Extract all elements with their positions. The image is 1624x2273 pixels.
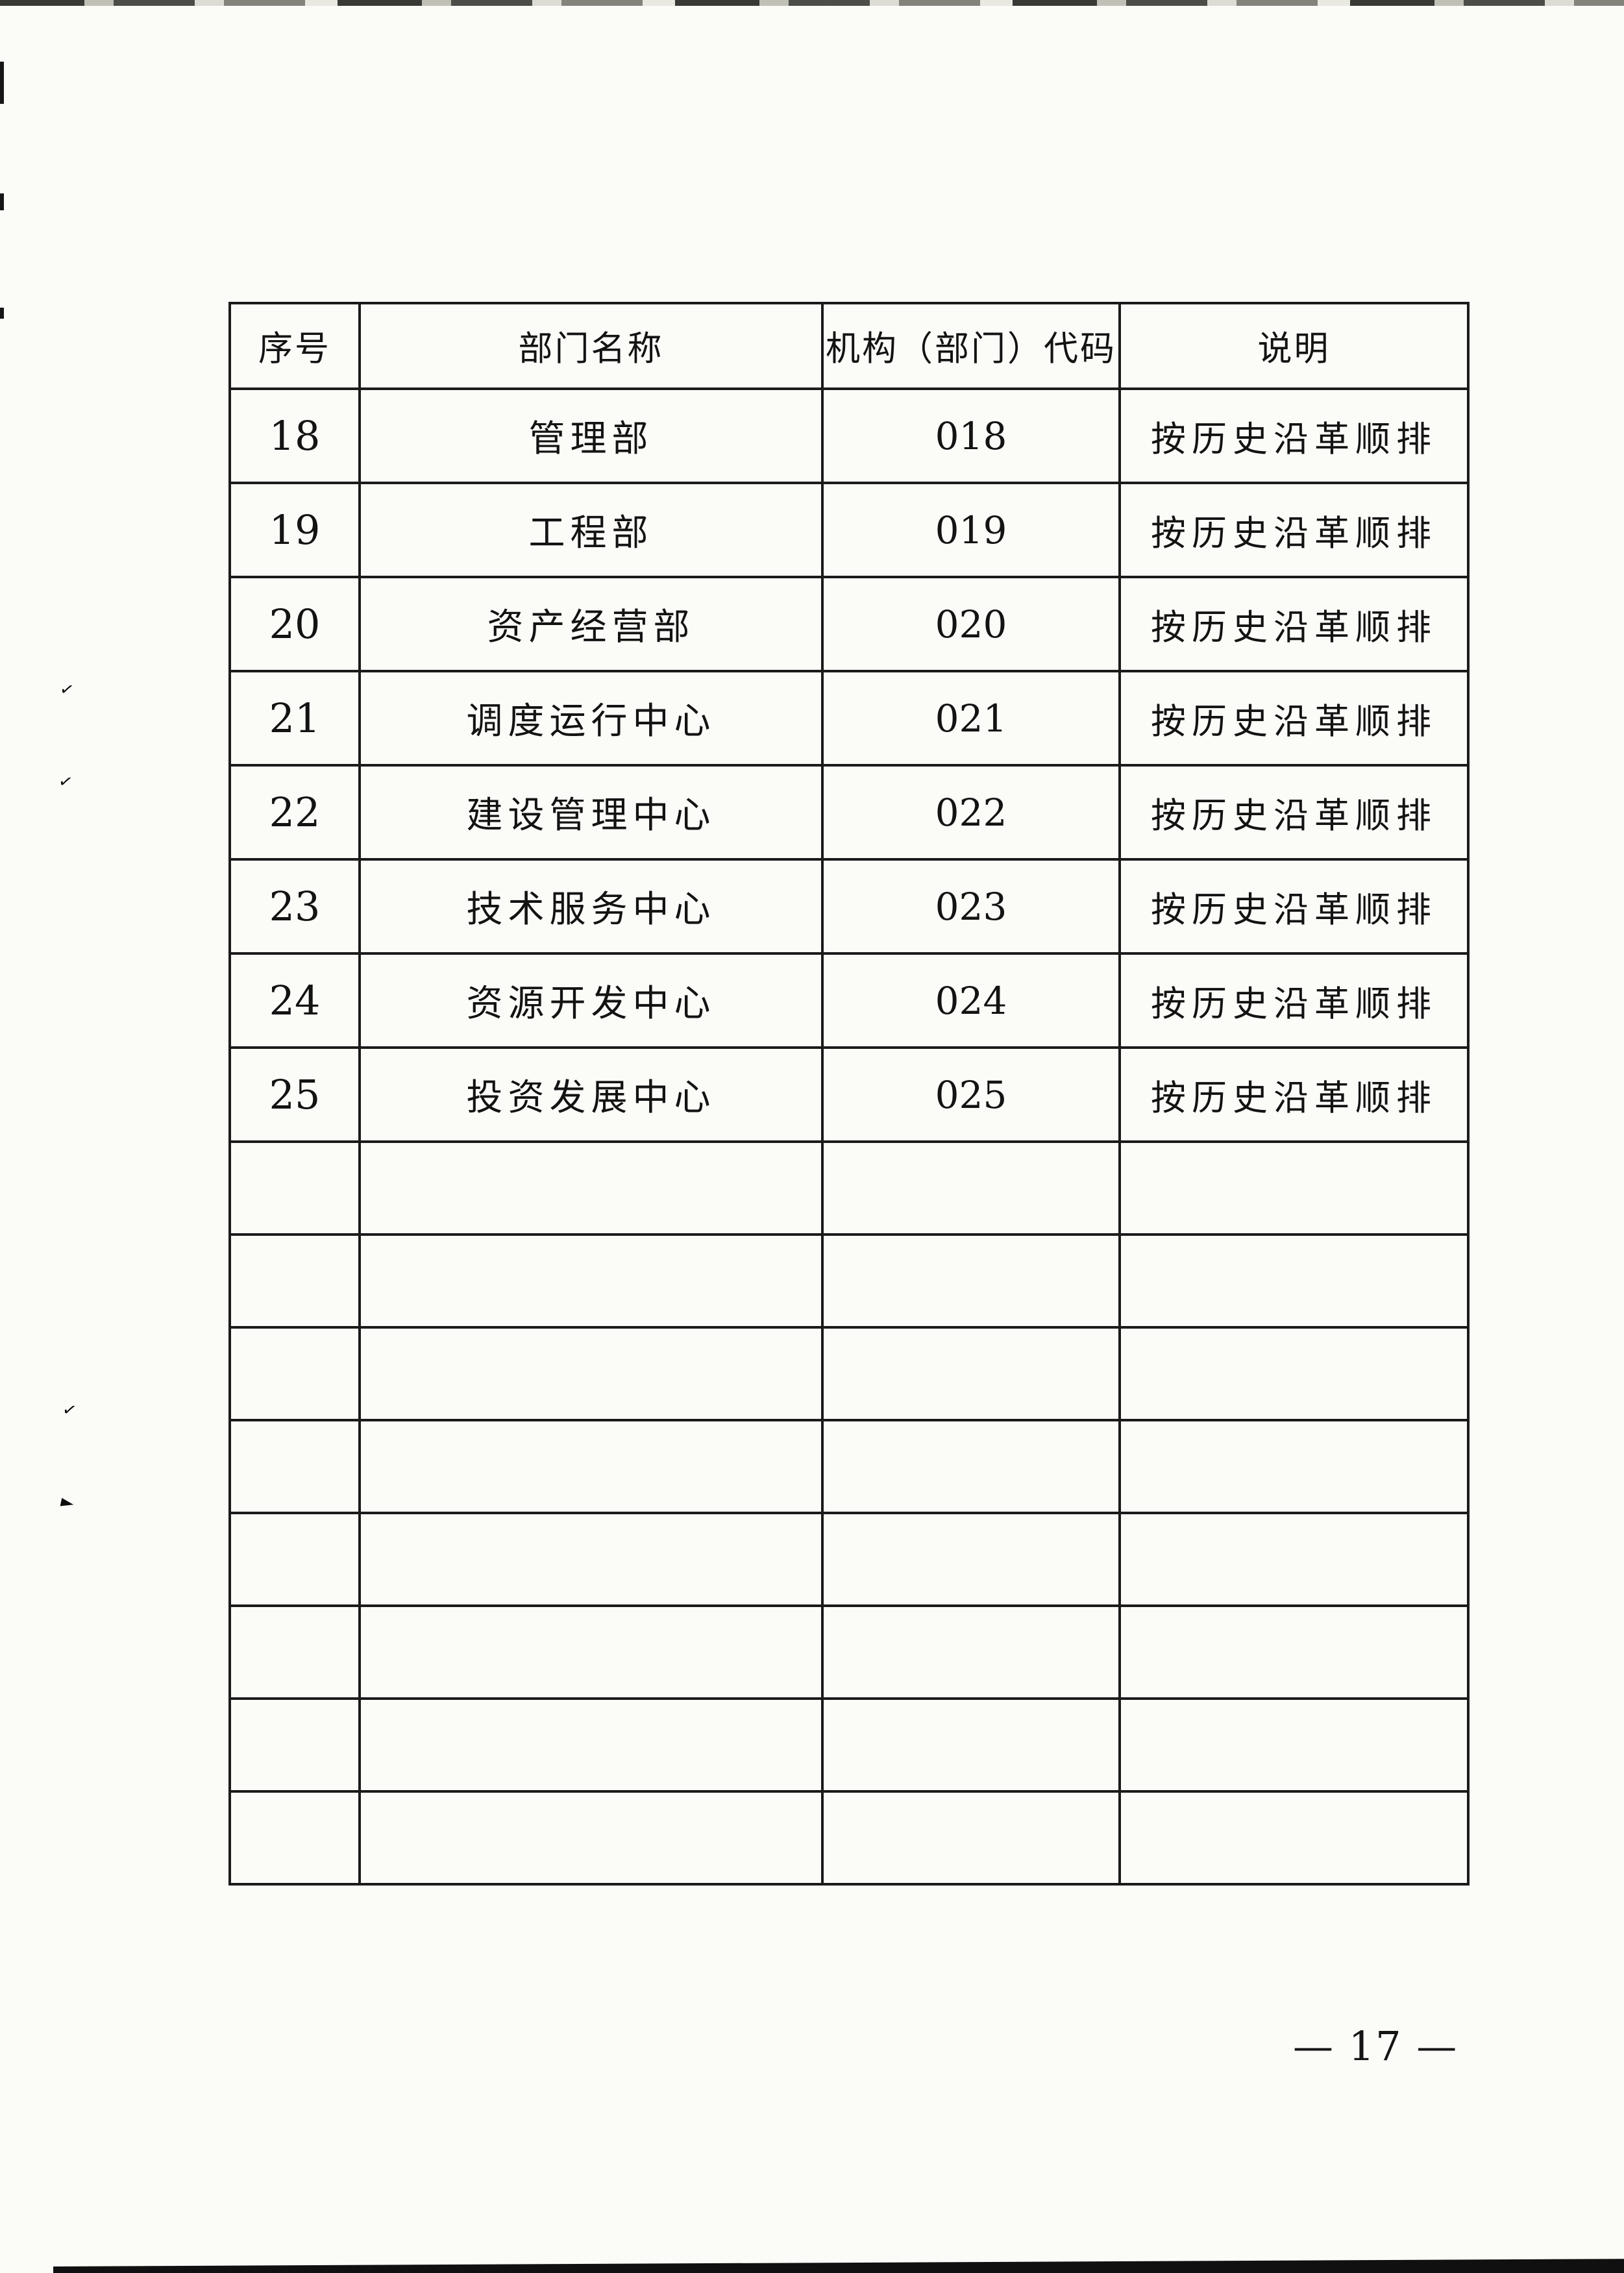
cell-note [1118, 1233, 1470, 1329]
table-header-row: 序号 部门名称 机构（部门）代码 说明 [228, 302, 1470, 390]
department-code-table: 序号 部门名称 机构（部门）代码 说明 18 管理部 018 按历史沿革顺排 1… [228, 302, 1470, 1886]
cell-name: 工程部 [358, 482, 824, 578]
pen-mark-icon: ✓ [60, 1399, 79, 1421]
cell-no: 25 [228, 1046, 361, 1143]
table-row-empty [228, 1326, 1470, 1421]
cell-note [1118, 1512, 1470, 1607]
cell-code [821, 1140, 1121, 1236]
cell-code: 021 [821, 670, 1121, 767]
cell-no: 22 [228, 764, 361, 861]
column-header-no: 序号 [228, 302, 361, 390]
cell-note: 按历史沿革顺排 [1118, 764, 1470, 861]
cell-code: 025 [821, 1046, 1121, 1143]
table-row-empty [228, 1697, 1470, 1793]
cell-code: 019 [821, 482, 1121, 578]
cell-code [821, 1790, 1121, 1886]
cell-note: 按历史沿革顺排 [1118, 670, 1470, 767]
cell-code: 018 [821, 387, 1121, 484]
cell-name [358, 1790, 824, 1886]
cell-code [821, 1419, 1121, 1514]
scan-bottom-edge-artifact [53, 2259, 1624, 2273]
scan-left-edge-artifact [0, 193, 4, 210]
cell-code [821, 1697, 1121, 1793]
cell-code: 024 [821, 952, 1121, 1049]
cell-note [1118, 1140, 1470, 1236]
cell-no [228, 1697, 361, 1793]
cell-code: 020 [821, 576, 1121, 672]
table-row-empty [228, 1233, 1470, 1329]
cell-name: 投资发展中心 [358, 1046, 824, 1143]
cell-code: 022 [821, 764, 1121, 861]
cell-name [358, 1140, 824, 1236]
table-row-empty [228, 1790, 1470, 1886]
cell-code: 023 [821, 858, 1121, 955]
cell-name: 建设管理中心 [358, 764, 824, 861]
cell-no [228, 1512, 361, 1607]
cell-name: 调度运行中心 [358, 670, 824, 767]
table-row: 19 工程部 019 按历史沿革顺排 [228, 482, 1470, 578]
table-row: 23 技术服务中心 023 按历史沿革顺排 [228, 858, 1470, 955]
pen-mark-icon: ► [59, 1492, 76, 1514]
table-row-empty [228, 1140, 1470, 1236]
table-row: 20 资产经营部 020 按历史沿革顺排 [228, 576, 1470, 672]
cell-no: 19 [228, 482, 361, 578]
cell-code [821, 1512, 1121, 1607]
scan-left-edge-artifact [0, 308, 4, 319]
cell-no [228, 1326, 361, 1421]
table-row: 25 投资发展中心 025 按历史沿革顺排 [228, 1046, 1470, 1143]
cell-code [821, 1326, 1121, 1421]
table-row-empty [228, 1419, 1470, 1514]
scan-left-edge-artifact [0, 62, 4, 104]
cell-no: 21 [228, 670, 361, 767]
cell-no [228, 1140, 361, 1236]
cell-name [358, 1512, 824, 1607]
column-header-code: 机构（部门）代码 [821, 302, 1121, 390]
cell-no: 24 [228, 952, 361, 1049]
table-row: 24 资源开发中心 024 按历史沿革顺排 [228, 952, 1470, 1049]
cell-no [228, 1604, 361, 1700]
cell-name [358, 1326, 824, 1421]
cell-name: 资源开发中心 [358, 952, 824, 1049]
cell-name: 管理部 [358, 387, 824, 484]
cell-name [358, 1233, 824, 1329]
cell-name [358, 1419, 824, 1514]
cell-name: 技术服务中心 [358, 858, 824, 955]
cell-no: 18 [228, 387, 361, 484]
cell-note: 按历史沿革顺排 [1118, 482, 1470, 578]
table-row-empty [228, 1512, 1470, 1607]
table-row: 22 建设管理中心 022 按历史沿革顺排 [228, 764, 1470, 861]
pen-mark-icon: ✓ [56, 771, 75, 793]
cell-no [228, 1233, 361, 1329]
cell-name [358, 1697, 824, 1793]
cell-code [821, 1233, 1121, 1329]
cell-note [1118, 1419, 1470, 1514]
cell-note [1118, 1697, 1470, 1793]
cell-code [821, 1604, 1121, 1700]
cell-no [228, 1419, 361, 1514]
cell-note [1118, 1326, 1470, 1421]
page-number: — 17 — [1293, 2022, 1458, 2070]
table-row-empty [228, 1604, 1470, 1700]
cell-note [1118, 1604, 1470, 1700]
cell-no [228, 1790, 361, 1886]
cell-note [1118, 1790, 1470, 1886]
cell-no: 20 [228, 576, 361, 672]
cell-note: 按历史沿革顺排 [1118, 858, 1470, 955]
column-header-name: 部门名称 [358, 302, 824, 390]
table-row: 21 调度运行中心 021 按历史沿革顺排 [228, 670, 1470, 767]
cell-name [358, 1604, 824, 1700]
column-header-note: 说明 [1118, 302, 1470, 390]
cell-note: 按历史沿革顺排 [1118, 952, 1470, 1049]
cell-no: 23 [228, 858, 361, 955]
table-row: 18 管理部 018 按历史沿革顺排 [228, 387, 1470, 484]
cell-note: 按历史沿革顺排 [1118, 387, 1470, 484]
cell-note: 按历史沿革顺排 [1118, 576, 1470, 672]
scan-top-edge-artifact [0, 0, 1624, 6]
cell-name: 资产经营部 [358, 576, 824, 672]
cell-note: 按历史沿革顺排 [1118, 1046, 1470, 1143]
pen-mark-icon: ✓ [58, 679, 76, 701]
